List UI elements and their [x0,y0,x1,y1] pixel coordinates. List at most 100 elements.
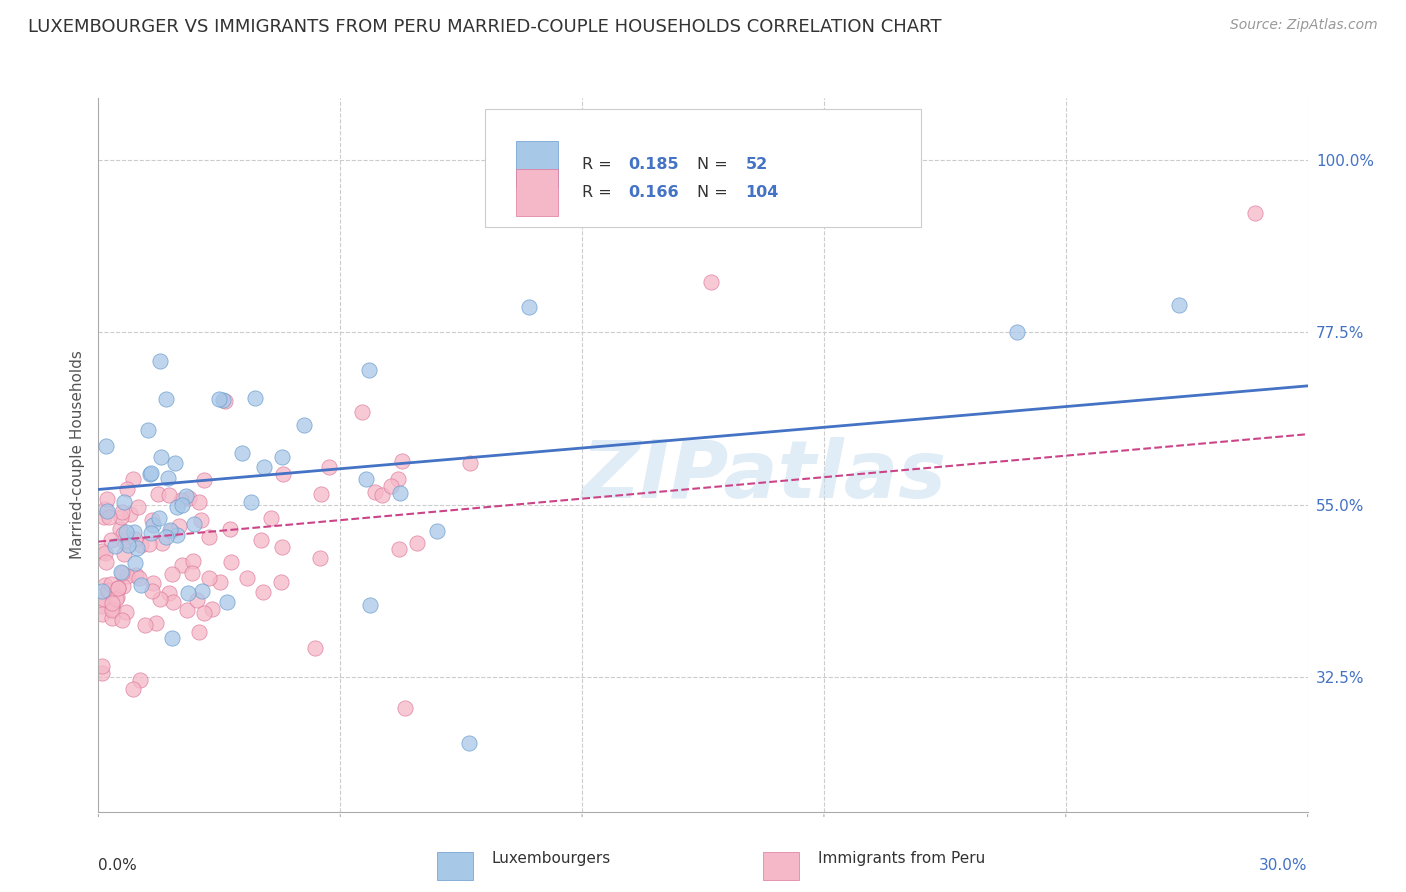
Point [352,404,374,418]
Point [100,577,122,591]
Point [394,701,416,715]
Point [129,578,152,592]
Point [149,354,172,368]
Point [388,541,411,556]
Point [111,613,134,627]
Point [111,505,134,519]
Point [249,533,271,548]
Point [139,466,162,480]
Point [159,523,181,537]
Point [198,571,221,585]
Point [93,502,115,516]
Point [114,530,136,544]
Point [426,524,449,539]
Point [181,554,204,568]
Point [252,584,274,599]
Point [157,488,180,502]
Point [121,472,143,486]
Text: 30.0%: 30.0% [1260,858,1308,872]
Point [91,607,114,621]
Text: 0.185: 0.185 [628,157,679,171]
Point [391,454,413,468]
Point [149,592,172,607]
Point [186,593,208,607]
Point [309,551,332,566]
Point [193,606,215,620]
Point [93,510,115,524]
Point [124,557,146,571]
Point [150,450,173,464]
Point [148,511,170,525]
Point [112,547,135,561]
Text: R =: R = [582,186,617,200]
Point [183,516,205,531]
Text: 52: 52 [745,157,768,171]
FancyBboxPatch shape [437,852,472,880]
Point [155,530,177,544]
Point [170,492,193,507]
Point [1167,298,1189,312]
Text: N =: N = [697,186,733,200]
Point [97,510,120,524]
Point [104,591,127,606]
Point [270,575,292,590]
Point [517,301,540,315]
FancyBboxPatch shape [516,169,558,216]
Point [96,504,118,518]
Point [136,424,159,438]
Text: Immigrants from Peru: Immigrants from Peru [817,851,984,865]
Point [160,631,183,645]
Point [389,486,412,500]
Point [159,524,181,538]
Point [166,528,188,542]
Point [114,524,136,539]
Point [370,488,392,502]
Point [112,527,135,541]
Point [309,487,332,501]
Point [170,558,193,572]
Point [1007,325,1029,339]
Point [354,472,377,486]
Point [139,467,162,482]
Point [193,473,215,487]
Point [112,495,135,509]
Point [148,487,170,501]
Point [363,484,385,499]
Point [271,467,294,482]
Point [128,571,150,585]
Text: 104: 104 [745,186,779,200]
Point [94,546,117,560]
Point [157,586,180,600]
Point [179,491,201,505]
Point [380,478,402,492]
Point [127,500,149,514]
Point [139,525,162,540]
Point [141,584,163,599]
Point [105,590,128,604]
Point [292,418,315,433]
Point [166,500,188,514]
Point [208,392,231,407]
Point [260,510,283,524]
Text: Source: ZipAtlas.com: Source: ZipAtlas.com [1230,18,1378,32]
Point [115,605,138,619]
Point [94,555,117,569]
Point [215,595,238,609]
Point [212,393,235,408]
Point [160,566,183,581]
Point [100,611,122,625]
Text: ZIPatlas: ZIPatlas [581,437,946,516]
Point [112,533,135,548]
Point [91,583,114,598]
Point [359,598,381,612]
Point [145,615,167,630]
Point [188,494,211,508]
Point [125,567,148,582]
Point [236,571,259,585]
Text: 0.166: 0.166 [628,186,679,200]
Point [91,599,114,613]
Point [198,530,221,544]
Y-axis label: Married-couple Households: Married-couple Households [69,351,84,559]
Point [271,450,294,464]
Point [122,524,145,539]
